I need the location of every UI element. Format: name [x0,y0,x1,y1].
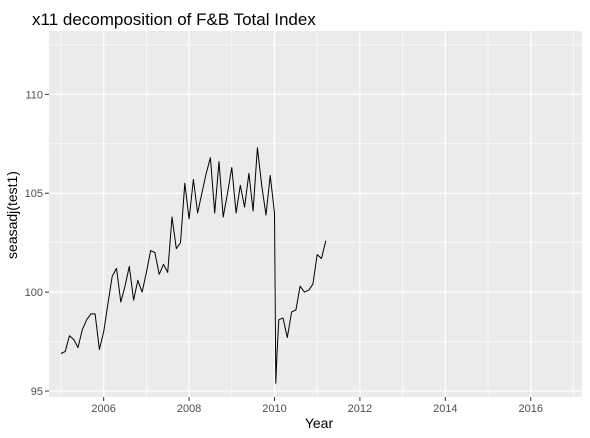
x-tick-label: 2012 [348,403,372,415]
series-line-0 [60,147,327,384]
y-tick-label: 110 [25,89,43,101]
y-axis-title: seasadj(test1) [4,171,20,259]
plot-panel [49,31,582,397]
x-tick-label: 2016 [519,403,543,415]
x-tick-label: 2008 [177,403,201,415]
x-axis-ticks: 2006 2008 2010 2012 2014 2016 [91,397,543,415]
y-tick-label: 95 [31,386,43,398]
y-tick-label: 105 [25,188,43,200]
y-tick-label: 100 [25,287,43,299]
series-layer [60,147,327,384]
chart-title: x11 decomposition of F&B Total Index [32,10,316,29]
y-axis-ticks: 95 100 105 110 [25,89,49,398]
x-tick-label: 2006 [91,403,115,415]
x-tick-label: 2010 [262,403,286,415]
x-axis-title: Year [305,415,334,431]
x-tick-label: 2014 [433,403,457,415]
